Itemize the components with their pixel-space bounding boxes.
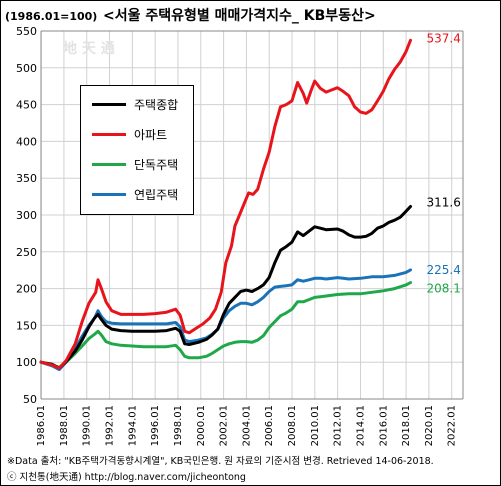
x-tick-label: 1986.01	[36, 405, 47, 446]
axes	[40, 30, 464, 400]
legend-swatch	[92, 102, 126, 106]
series-line	[39, 281, 412, 369]
legend-label: 연립주택	[134, 187, 179, 202]
series-end-label: 537.4	[427, 31, 461, 45]
series-line	[39, 205, 412, 370]
x-tick-label: 1994.01	[127, 405, 138, 446]
legend-label: 주택종합	[134, 97, 179, 112]
x-tick-label: 2014.01	[355, 405, 366, 446]
unit-label: (1986.01=100)	[5, 10, 97, 23]
y-tick-label: 200	[16, 283, 37, 296]
legend-label: 아파트	[134, 127, 168, 142]
x-tick-label: 2018.01	[401, 405, 412, 446]
y-tick-label: 50	[23, 393, 37, 406]
x-tick-label: 2008.01	[287, 405, 298, 446]
x-tick-label: 2004.01	[241, 405, 252, 446]
x-tick-label: 2010.01	[310, 405, 321, 446]
y-tick-label: 100	[16, 356, 37, 369]
y-tick-label: 400	[16, 135, 37, 148]
y-tick-label: 150	[16, 319, 37, 332]
source-note: ※Data 출처: "KB주택가격동향시계열", KB국민은행. 원 자료의 기…	[7, 456, 434, 467]
chart-title: <서울 주택유형별 매매가격지수_ KB부동산>	[103, 7, 376, 24]
x-tick-label: 2006.01	[264, 405, 275, 446]
series-end-label: 225.4	[427, 263, 461, 277]
legend-swatch	[92, 132, 126, 136]
y-tick-label: 500	[16, 62, 37, 75]
series-end-label: 311.6	[427, 195, 461, 209]
x-tick-label: 1992.01	[105, 405, 116, 446]
x-tick-label: 2002.01	[219, 405, 230, 446]
y-tick-label: 350	[16, 172, 37, 185]
y-tick-label: 300	[16, 209, 37, 222]
x-tick-label: 1990.01	[82, 405, 93, 446]
y-axis-ticks: 50 100 150 200 250 300 350 400 450 500 550	[16, 25, 37, 406]
watermark: 地 天 通	[63, 40, 115, 57]
y-tick-label: 250	[16, 246, 37, 259]
legend-item-detached-house: 단독주택	[81, 154, 178, 174]
legend-item-composite: 주택종합	[81, 94, 178, 114]
y-tick-label: 450	[16, 99, 37, 112]
series-lines	[39, 38, 412, 372]
legend-item-apartment: 아파트	[81, 124, 167, 144]
legend-item-row-house: 연립주택	[81, 184, 178, 204]
x-tick-label: 1996.01	[150, 405, 161, 446]
x-tick-label: 2016.01	[378, 405, 389, 446]
series-end-labels: 311.6 537.4 208.1 225.4	[427, 31, 461, 295]
legend-swatch	[92, 192, 126, 196]
legend-label: 단독주택	[134, 157, 179, 172]
x-tick-label: 1998.01	[173, 405, 184, 446]
x-axis-ticks: 1986.01 1988.01 1990.01 1992.01 1994.01 1996.…	[36, 405, 458, 446]
legend-swatch	[92, 162, 126, 166]
x-tick-label: 2012.01	[333, 405, 344, 446]
y-tick-label: 550	[16, 25, 37, 38]
series-line	[39, 38, 412, 370]
x-tick-label: 1988.01	[59, 405, 70, 446]
series-end-label: 208.1	[427, 282, 461, 296]
x-tick-label: 2022.01	[447, 405, 458, 446]
x-tick-label: 2000.01	[196, 405, 207, 446]
legend: 주택종합 아파트 단독주택 연립주택	[80, 85, 194, 215]
series-line	[39, 268, 412, 372]
author-credit: ⓒ 지천통(地天通) http://blog.naver.com/jicheon…	[7, 472, 246, 483]
x-tick-label: 2020.01	[424, 405, 435, 446]
